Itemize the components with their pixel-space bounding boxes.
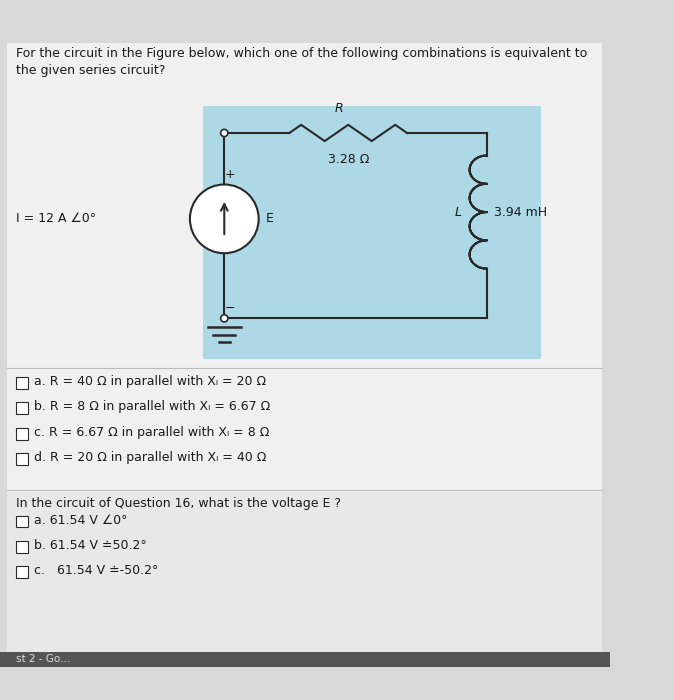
Bar — [0, 652, 609, 666]
Circle shape — [220, 130, 228, 136]
Text: +: + — [224, 168, 235, 181]
Text: I = 12 A ∠0°: I = 12 A ∠0° — [16, 212, 96, 225]
Bar — [16, 515, 28, 527]
Bar — [16, 566, 28, 578]
Text: c. R = 6.67 Ω in parallel with Xₗ = 8 Ω: c. R = 6.67 Ω in parallel with Xₗ = 8 Ω — [34, 426, 270, 439]
Bar — [16, 453, 28, 465]
Text: a. 61.54 V ∠0°: a. 61.54 V ∠0° — [34, 514, 128, 526]
Circle shape — [220, 315, 228, 322]
Text: For the circuit in the Figure below, which one of the following combinations is : For the circuit in the Figure below, whi… — [16, 47, 588, 77]
Bar — [7, 492, 603, 653]
Text: L: L — [454, 206, 461, 218]
Text: R: R — [335, 102, 344, 115]
Text: 3.28 Ω: 3.28 Ω — [328, 153, 369, 166]
Text: In the circuit of Question 16, what is the voltage E ?: In the circuit of Question 16, what is t… — [16, 496, 341, 510]
Text: st 2 - Go...: st 2 - Go... — [16, 654, 71, 664]
Text: c.   61.54 V ≐-50.2°: c. 61.54 V ≐-50.2° — [34, 564, 159, 578]
Text: E: E — [266, 212, 274, 225]
Bar — [16, 428, 28, 440]
Bar — [16, 402, 28, 414]
Text: d. R = 20 Ω in parallel with Xₗ = 40 Ω: d. R = 20 Ω in parallel with Xₗ = 40 Ω — [34, 451, 267, 464]
Bar — [204, 106, 541, 359]
Text: −: − — [224, 302, 235, 315]
Text: 3.94 mH: 3.94 mH — [494, 206, 547, 218]
Text: b. 61.54 V ≐50.2°: b. 61.54 V ≐50.2° — [34, 539, 147, 552]
Circle shape — [190, 185, 259, 253]
Text: a. R = 40 Ω in parallel with Xₗ = 20 Ω: a. R = 40 Ω in parallel with Xₗ = 20 Ω — [34, 375, 266, 389]
Text: b. R = 8 Ω in parallel with Xₗ = 6.67 Ω: b. R = 8 Ω in parallel with Xₗ = 6.67 Ω — [34, 400, 271, 414]
Bar — [16, 377, 28, 389]
Bar — [16, 541, 28, 552]
